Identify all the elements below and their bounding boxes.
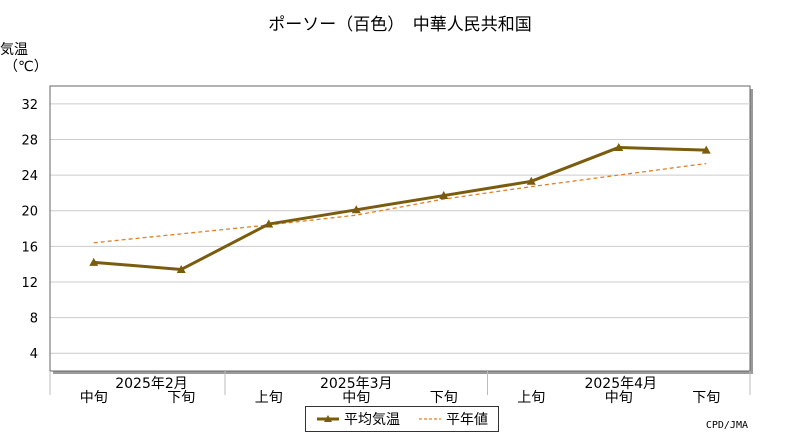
x-dekad-label: 下旬 bbox=[692, 390, 720, 406]
series-mean-point bbox=[614, 142, 624, 151]
plot-frame bbox=[49, 85, 751, 372]
series-mean-point bbox=[89, 257, 99, 266]
series-mean-point bbox=[439, 191, 449, 200]
series-normal-line bbox=[93, 162, 707, 244]
legend: 平均気温 平年値 bbox=[305, 406, 499, 432]
legend-normal-swatch bbox=[419, 418, 441, 420]
series-mean-line bbox=[93, 145, 707, 271]
x-month-label: 2025年3月 bbox=[320, 376, 393, 392]
y-tick-label: 28 bbox=[21, 133, 38, 148]
y-tick-label: 12 bbox=[21, 276, 38, 291]
chart-title: ポーソー（百色） 中華人民共和国 bbox=[268, 15, 532, 35]
y-tick-label: 4 bbox=[30, 347, 38, 362]
y-tick-label: 24 bbox=[21, 169, 38, 184]
series-mean-point bbox=[351, 205, 361, 214]
x-dekad-label: 下旬 bbox=[430, 390, 458, 406]
y-axis-label-text: 気温 bbox=[0, 42, 28, 58]
x-dekad-label: 中旬 bbox=[80, 390, 108, 406]
legend-item-mean: 平均気温 bbox=[316, 409, 400, 429]
legend-normal-label: 平年値 bbox=[446, 412, 488, 428]
series-mean-point bbox=[176, 264, 186, 273]
x-dekad-label: 下旬 bbox=[167, 390, 195, 406]
x-dekad-label: 中旬 bbox=[342, 390, 370, 406]
x-month-label: 2025年4月 bbox=[584, 376, 657, 392]
y-axis-label: 気温 （℃） bbox=[0, 42, 48, 76]
series-mean-point bbox=[526, 176, 536, 185]
y-tick-label: 32 bbox=[21, 98, 38, 113]
y-tick-label: 8 bbox=[30, 312, 38, 327]
credit-text: CPD/JMA bbox=[705, 420, 748, 431]
series-mean-point bbox=[701, 145, 711, 154]
legend-item-normal: 平年値 bbox=[418, 409, 488, 429]
y-tick-label: 20 bbox=[21, 205, 38, 220]
x-month-label: 2025年2月 bbox=[115, 376, 188, 392]
x-dekad-label: 上旬 bbox=[255, 390, 283, 406]
legend-mean-swatch bbox=[317, 415, 339, 422]
x-dekad-label: 中旬 bbox=[605, 390, 633, 406]
y-axis-unit: （℃） bbox=[4, 59, 48, 75]
series-mean-point bbox=[264, 219, 274, 228]
legend-mean-label: 平均気温 bbox=[344, 412, 400, 428]
y-tick-label: 16 bbox=[21, 240, 38, 255]
x-dekad-label: 上旬 bbox=[517, 390, 545, 406]
